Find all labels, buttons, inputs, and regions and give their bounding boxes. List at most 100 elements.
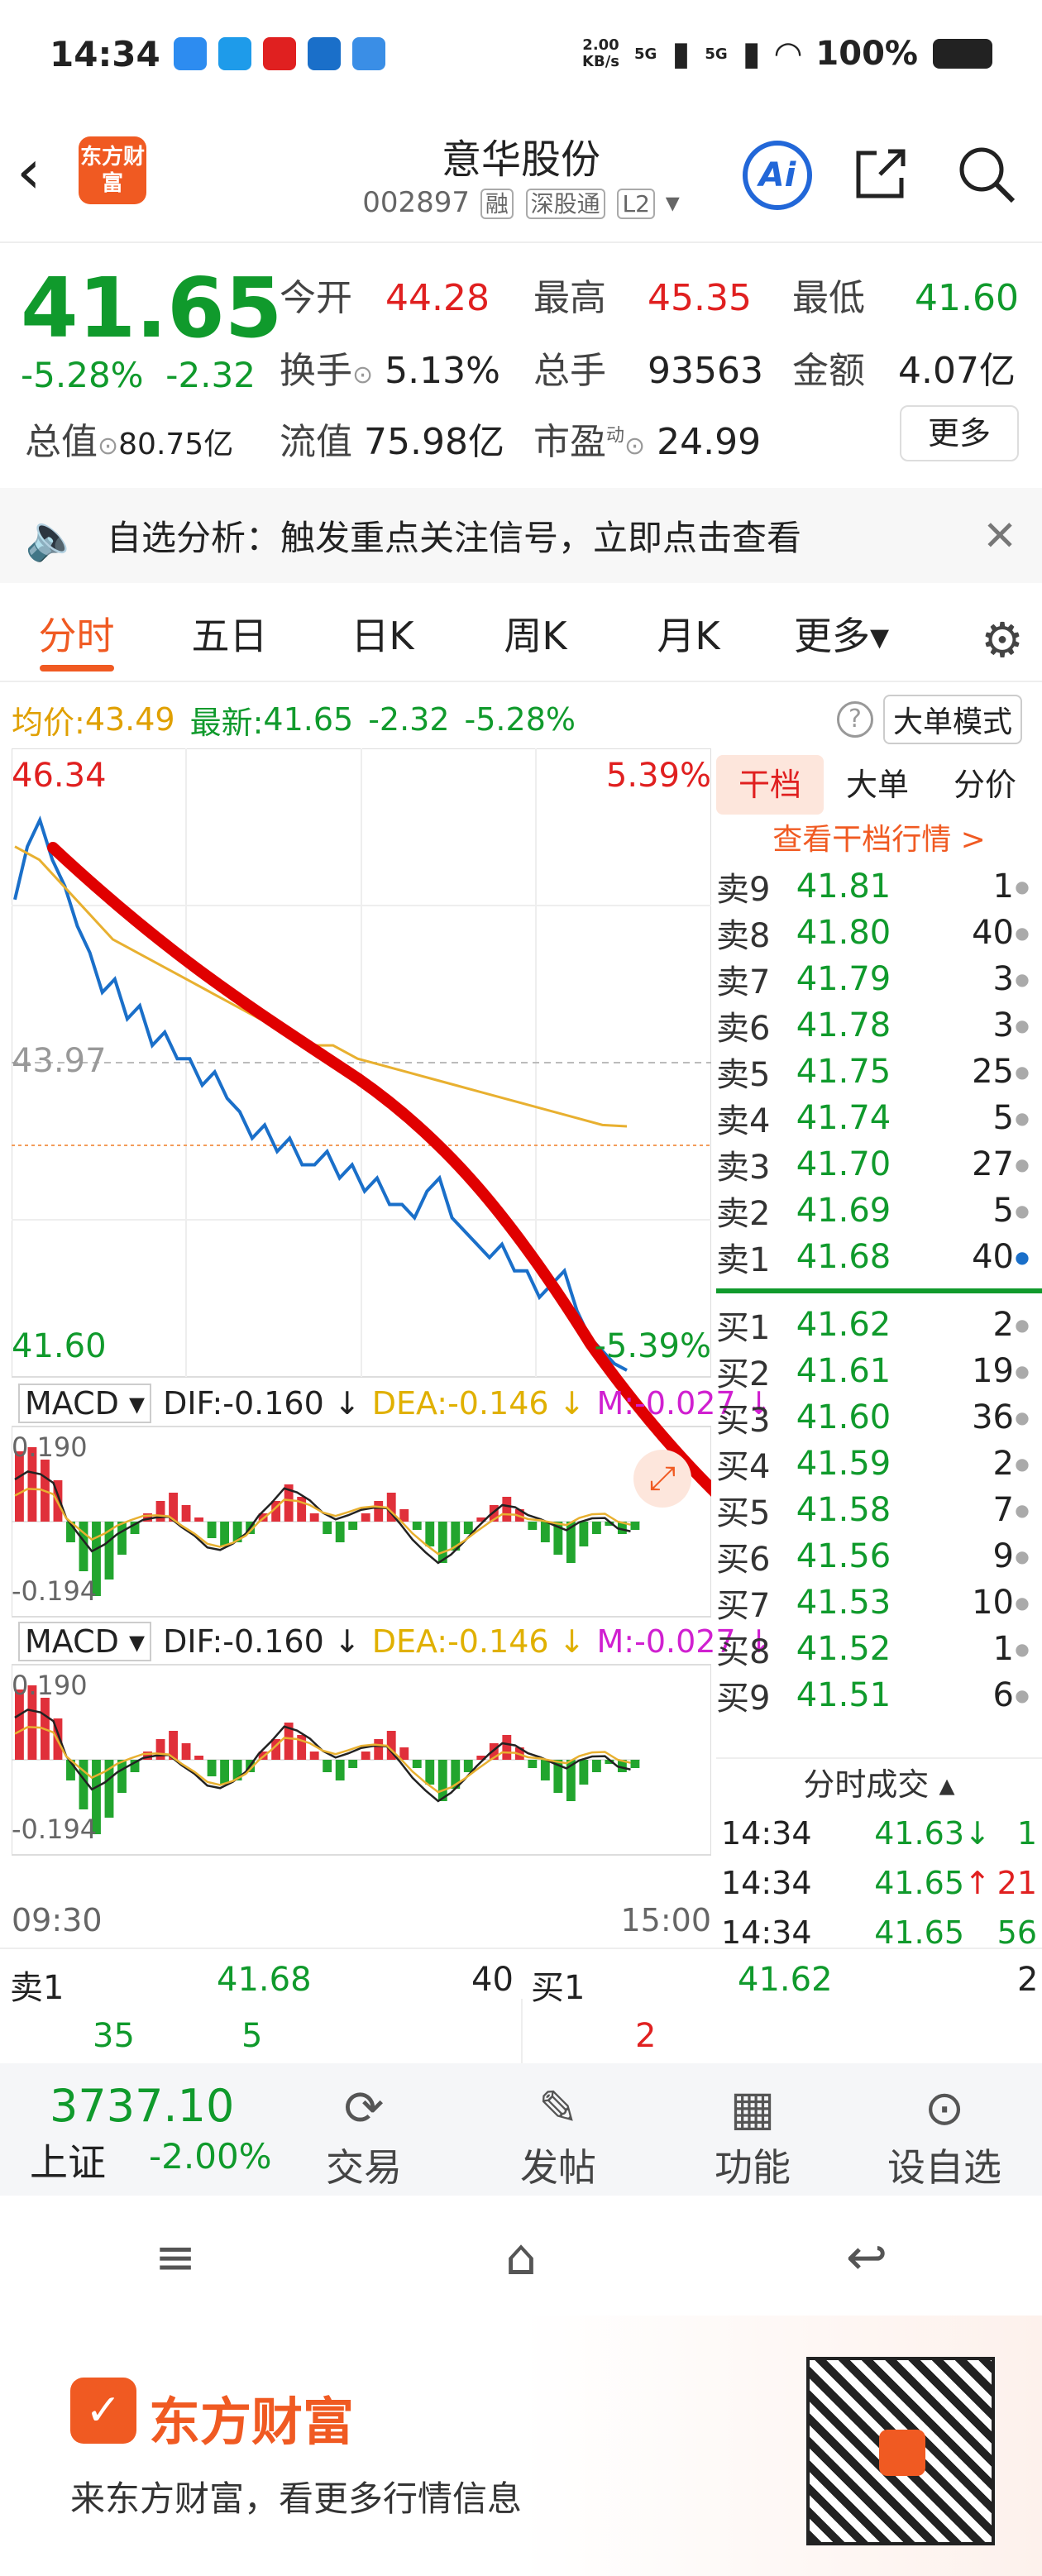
macd-select[interactable]: MACD ▾ bbox=[18, 1622, 152, 1661]
macd-bar bbox=[566, 1522, 576, 1563]
low-field: 最低 41.60 bbox=[792, 277, 1019, 319]
back-nav-icon[interactable]: ↩ bbox=[845, 2229, 888, 2287]
tab-depth[interactable]: 干档 bbox=[716, 755, 824, 815]
menu-icon[interactable]: ≡ bbox=[154, 2229, 197, 2287]
macd-bar bbox=[502, 1497, 512, 1522]
tab-five-day[interactable]: 五日 bbox=[191, 614, 268, 658]
level-price: 41.75 bbox=[796, 1053, 891, 1091]
signal-5g-icon: 5G bbox=[705, 45, 728, 63]
dot-icon: ● bbox=[1015, 1546, 1030, 1566]
search-icon[interactable] bbox=[955, 143, 1016, 204]
macd-bottom-label: -0.194 bbox=[12, 1575, 98, 1607]
close-icon[interactable]: ✕ bbox=[982, 511, 1017, 560]
macd-bar bbox=[489, 1743, 499, 1760]
tab-intraday[interactable]: 分时 bbox=[0, 590, 153, 681]
ask-row[interactable]: 卖4 41.74 5 ● bbox=[716, 1095, 1042, 1141]
help-icon[interactable]: ? bbox=[837, 701, 873, 738]
signal-bars-icon: ▮ bbox=[672, 35, 691, 73]
latest-value: 41.65 bbox=[263, 701, 354, 738]
macd-bar bbox=[630, 1522, 640, 1530]
macd-header-2[interactable]: MACD ▾ DIF:-0.160 ↓ DEA:-0.146 ↓ M:-0.02… bbox=[18, 1618, 772, 1665]
nav-function[interactable]: ▦ 功能 bbox=[686, 2080, 819, 2192]
macd-bar bbox=[476, 1517, 486, 1522]
x-end-label: 15:00 bbox=[620, 1902, 711, 1938]
nav-add-watch[interactable]: ⊙ 设自选 bbox=[878, 2080, 1011, 2192]
bid-row[interactable]: 买7 41.53 10 ● bbox=[716, 1580, 1042, 1626]
big-order-mode-button[interactable]: 大单模式 bbox=[883, 695, 1023, 744]
level-label: 买9 bbox=[716, 1680, 771, 1718]
ask-row[interactable]: 卖9 41.81 1 ● bbox=[716, 863, 1042, 910]
gear-icon[interactable]: ⚙ bbox=[981, 612, 1024, 668]
macd-bar bbox=[220, 1760, 230, 1785]
macd-bar bbox=[27, 1685, 37, 1760]
tab-price-dist[interactable]: 分价 bbox=[953, 767, 1016, 803]
macd-bottom-label: -0.194 bbox=[12, 1814, 98, 1845]
macd-bar bbox=[66, 1522, 75, 1542]
macd-header-1[interactable]: MACD ▾ DIF:-0.160 ↓ DEA:-0.146 ↓ M:-0.02… bbox=[18, 1380, 772, 1427]
ask-row[interactable]: 卖2 41.69 5 ● bbox=[716, 1188, 1042, 1234]
macd-bar bbox=[207, 1522, 217, 1538]
bid-row[interactable]: 买8 41.52 1 ● bbox=[716, 1626, 1042, 1672]
avg-value: 43.49 bbox=[84, 701, 175, 738]
macd-bar bbox=[374, 1739, 384, 1760]
bid1-label: 买1 bbox=[531, 1969, 586, 2007]
bid-row[interactable]: 买5 41.58 7 ● bbox=[716, 1487, 1042, 1533]
nav-post[interactable]: ✎ 发帖 bbox=[492, 2080, 624, 2192]
tab-weekly-k[interactable]: 周K bbox=[504, 614, 567, 658]
ask-row[interactable]: 卖1 41.68 40 ● bbox=[716, 1234, 1042, 1280]
macd-bar bbox=[617, 1760, 627, 1772]
dot-icon: ● bbox=[1015, 969, 1030, 989]
macd-bar bbox=[92, 1760, 101, 1834]
macd-bar bbox=[15, 1451, 24, 1522]
macd-bar bbox=[476, 1756, 486, 1760]
ask-list: 卖9 41.81 1 ● 卖8 41.80 40 ● 卖7 41.79 3 ● 卖6 41.78 3 ● 卖5 4… bbox=[716, 863, 1042, 1280]
bid-row[interactable]: 买2 41.61 19 ● bbox=[716, 1348, 1042, 1394]
macd-bar bbox=[386, 1493, 396, 1522]
tab-big-orders[interactable]: 大单 bbox=[845, 767, 909, 803]
depth-link[interactable]: 查看干档行情 > bbox=[772, 823, 986, 857]
intraday-chart[interactable]: 46.34 5.39% 43.97 41.60 -5.39% MACD ▾ DI… bbox=[12, 748, 772, 1939]
bid-row[interactable]: 买3 41.60 36 ● bbox=[716, 1394, 1042, 1441]
more-button[interactable]: 更多 bbox=[900, 405, 1019, 461]
ask-row[interactable]: 卖5 41.75 25 ● bbox=[716, 1049, 1042, 1095]
ask-row[interactable]: 卖6 41.78 3 ● bbox=[716, 1002, 1042, 1049]
notification-icons bbox=[174, 37, 385, 70]
tab-monthly-k[interactable]: 月K bbox=[657, 614, 720, 658]
macd-bar bbox=[155, 1739, 165, 1760]
expand-icon[interactable]: ⤢ bbox=[633, 1450, 691, 1508]
ask-row[interactable]: 卖3 41.70 27 ● bbox=[716, 1141, 1042, 1188]
open-field: 今开 44.28 bbox=[280, 277, 490, 319]
nav-trade[interactable]: ⟳ 交易 bbox=[298, 2080, 430, 2192]
notice-banner[interactable]: 🔈 自选分析：触发重点关注信号，立即点击查看 ✕ bbox=[0, 488, 1042, 583]
slogan: 来东方财富，看更多行情信息 bbox=[70, 2478, 523, 2519]
bid-row[interactable]: 买4 41.59 2 ● bbox=[716, 1441, 1042, 1487]
dot-icon: ● bbox=[1015, 1639, 1030, 1659]
dot-icon: ● bbox=[1015, 1247, 1030, 1267]
tab-daily-k[interactable]: 日K bbox=[351, 614, 414, 658]
stock-code-line[interactable]: 002897 融 深股通 L2 ▾ bbox=[0, 186, 1042, 219]
status-time: 14:34 bbox=[50, 33, 160, 74]
bid-row[interactable]: 买6 41.56 9 ● bbox=[716, 1533, 1042, 1580]
bid-row[interactable]: 买1 41.62 2 ● bbox=[716, 1302, 1042, 1348]
ai-assistant-button[interactable]: Ai bbox=[743, 141, 812, 210]
ask-row[interactable]: 卖8 41.80 40 ● bbox=[716, 910, 1042, 956]
book-divider bbox=[716, 1288, 1042, 1293]
back-icon[interactable]: ‹ bbox=[17, 136, 41, 208]
home-icon[interactable]: ⌂ bbox=[504, 2229, 538, 2287]
macd-bar bbox=[374, 1501, 384, 1522]
level-price: 41.51 bbox=[796, 1676, 891, 1714]
level-volume: 3 bbox=[992, 960, 1014, 998]
tick-header[interactable]: 分时成交 ▴ bbox=[716, 1757, 1042, 1809]
x-start-label: 09:30 bbox=[12, 1902, 103, 1938]
share-icon[interactable] bbox=[852, 145, 910, 203]
macd-select[interactable]: MACD ▾ bbox=[18, 1384, 152, 1423]
macd-bar bbox=[566, 1760, 576, 1801]
price-change: -5.28% -2.32 bbox=[21, 355, 256, 395]
macd-bar bbox=[463, 1760, 473, 1772]
brand-name: 东方财富 bbox=[149, 2392, 355, 2452]
macd-bar bbox=[425, 1522, 435, 1546]
tab-more[interactable]: 更多▾ bbox=[793, 614, 890, 658]
bid-row[interactable]: 买9 41.51 6 ● bbox=[716, 1672, 1042, 1718]
ask-row[interactable]: 卖7 41.79 3 ● bbox=[716, 956, 1042, 1002]
grid-icon: ▦ bbox=[729, 2080, 776, 2136]
